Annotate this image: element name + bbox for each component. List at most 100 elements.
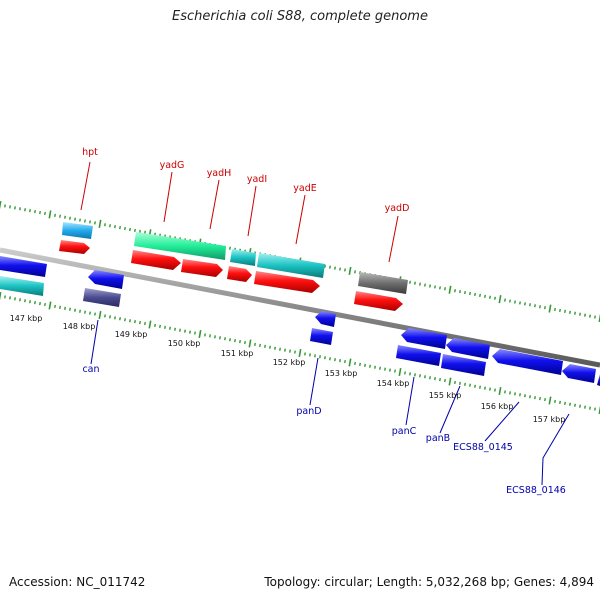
- minor-tick: [469, 291, 471, 296]
- minor-tick: [494, 388, 496, 392]
- major-tick: [48, 210, 52, 219]
- major-tick: [448, 377, 452, 386]
- minor-tick: [539, 396, 541, 401]
- minor-tick: [559, 400, 561, 405]
- minor-tick: [94, 221, 96, 225]
- minor-tick: [9, 296, 11, 300]
- minor-tick: [334, 358, 336, 362]
- leader-ECS88_0146: [541, 413, 570, 486]
- minor-tick: [489, 295, 491, 299]
- feature-yadE: [254, 271, 320, 293]
- minor-tick: [594, 315, 596, 319]
- minor-tick: [24, 299, 26, 303]
- minor-tick: [589, 406, 591, 410]
- leader-yadH: [209, 179, 220, 230]
- leader-yadI: [247, 185, 257, 237]
- minor-tick: [454, 380, 456, 385]
- minor-tick: [579, 312, 581, 316]
- major-tick: [48, 301, 52, 310]
- minor-tick: [439, 377, 441, 382]
- feature-yadI: [227, 266, 252, 282]
- leader-panB: [439, 385, 461, 434]
- minor-tick: [524, 394, 526, 398]
- ruler-label: 155 kbp: [429, 391, 462, 400]
- minor-tick: [164, 325, 166, 329]
- gene-label: yadH: [207, 168, 232, 179]
- minor-tick: [19, 298, 21, 302]
- leader-yadD: [388, 215, 399, 263]
- minor-tick: [114, 225, 116, 229]
- minor-tick: [119, 225, 121, 230]
- minor-tick: [554, 307, 556, 312]
- gene-label: yadE: [293, 183, 316, 194]
- minor-tick: [59, 305, 61, 310]
- minor-tick: [44, 302, 46, 307]
- ruler-label: 151 kbp: [221, 349, 254, 358]
- gene-label: panD: [296, 406, 321, 417]
- minor-tick: [279, 347, 281, 351]
- leader-panD: [309, 357, 319, 406]
- minor-tick: [84, 219, 86, 223]
- feature-right-edge: [597, 374, 600, 386]
- feature-yadG-mint: [134, 232, 226, 260]
- minor-tick: [404, 371, 406, 375]
- minor-tick: [154, 323, 156, 328]
- minor-tick: [519, 301, 521, 305]
- minor-tick: [239, 339, 241, 344]
- minor-tick: [369, 364, 371, 368]
- minor-tick: [269, 345, 271, 349]
- minor-tick: [194, 331, 196, 335]
- minor-tick: [174, 327, 176, 331]
- feature-hpt: [59, 240, 90, 254]
- minor-tick: [314, 354, 316, 358]
- minor-tick: [244, 340, 246, 345]
- major-tick: [548, 304, 552, 313]
- leader-ECS88_0145: [484, 401, 520, 442]
- minor-tick: [469, 383, 471, 387]
- minor-tick: [389, 368, 391, 372]
- minor-tick: [44, 211, 46, 216]
- minor-tick: [289, 349, 291, 353]
- minor-tick: [189, 330, 191, 334]
- minor-tick: [59, 214, 61, 218]
- minor-tick: [324, 356, 326, 360]
- minor-tick: [564, 401, 566, 405]
- minor-tick: [534, 304, 536, 308]
- minor-tick: [104, 223, 106, 227]
- minor-tick: [204, 333, 206, 337]
- minor-tick: [4, 295, 6, 299]
- minor-tick: [324, 264, 326, 268]
- major-tick: [298, 348, 302, 358]
- minor-tick: [354, 361, 356, 366]
- ruler-label: 147 kbp: [10, 314, 43, 323]
- minor-tick: [104, 314, 106, 318]
- major-tick: [98, 310, 102, 320]
- minor-tick: [504, 298, 506, 302]
- genome-summary-text: Topology: circular; Length: 5,032,268 bp…: [264, 575, 594, 589]
- feature-panB: [441, 354, 486, 376]
- feature-yadH: [181, 259, 223, 277]
- minor-tick: [514, 300, 516, 304]
- major-tick: [498, 386, 502, 396]
- minor-tick: [94, 312, 96, 316]
- minor-tick: [529, 395, 531, 399]
- map-title: Escherichia coli S88, complete genome: [172, 9, 428, 24]
- minor-tick: [229, 246, 231, 250]
- leader-panC: [405, 376, 415, 426]
- minor-tick: [504, 390, 506, 394]
- minor-tick: [544, 306, 546, 310]
- minor-tick: [124, 226, 126, 231]
- major-tick: [0, 200, 2, 210]
- minor-tick: [509, 391, 511, 395]
- leader-can: [90, 319, 99, 365]
- minor-tick: [559, 308, 561, 313]
- minor-tick: [79, 309, 81, 313]
- minor-tick: [319, 355, 321, 359]
- minor-tick: [579, 404, 581, 408]
- major-tick: [0, 291, 2, 301]
- feature-cyan-2: [257, 253, 325, 278]
- minor-tick: [414, 281, 416, 285]
- minor-tick: [14, 297, 16, 301]
- minor-tick: [64, 306, 66, 310]
- minor-tick: [374, 365, 376, 369]
